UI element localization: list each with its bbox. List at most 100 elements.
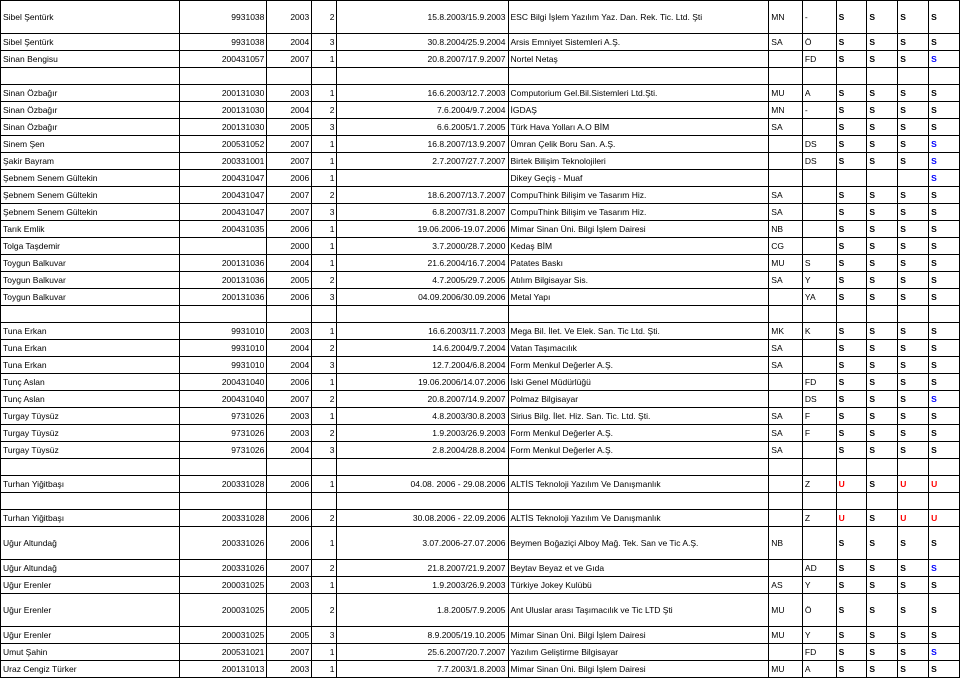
table-row: Sinan Özbağır2001310302003116.6.2003/12.… — [1, 85, 960, 102]
cell: 200531052 — [180, 136, 267, 153]
empty-cell — [1, 306, 180, 323]
empty-cell — [180, 459, 267, 476]
cell: 2004 — [267, 255, 312, 272]
cell: S — [898, 1, 929, 34]
cell: 1 — [312, 136, 337, 153]
cell: S — [836, 594, 867, 627]
cell: 4.8.2003/30.8.2003 — [337, 408, 508, 425]
cell: S — [929, 594, 960, 627]
cell: 2006 — [267, 527, 312, 560]
cell: 1 — [312, 661, 337, 678]
table-row: Tunç Aslan2004310402007220.8.2007/14.9.2… — [1, 391, 960, 408]
cell: 200031025 — [180, 594, 267, 627]
empty-cell — [836, 306, 867, 323]
cell: S — [867, 644, 898, 661]
cell: 9931010 — [180, 340, 267, 357]
cell: S — [929, 374, 960, 391]
cell: 30.8.2004/25.9.2004 — [337, 34, 508, 51]
cell: 2 — [312, 1, 337, 34]
cell: 2007 — [267, 204, 312, 221]
cell: S — [836, 357, 867, 374]
cell: Umut Şahin — [1, 644, 180, 661]
cell: S — [929, 85, 960, 102]
cell — [769, 289, 803, 306]
cell: SA — [769, 187, 803, 204]
cell: MU — [769, 594, 803, 627]
cell: 2007 — [267, 187, 312, 204]
cell: Form Menkul Değerler A.Ş. — [508, 442, 769, 459]
cell: S — [898, 408, 929, 425]
cell: 1 — [312, 85, 337, 102]
cell: 9931010 — [180, 357, 267, 374]
cell: AD — [802, 560, 836, 577]
table-row: Uğur Erenler200031025200521.8.2005/7.9.2… — [1, 594, 960, 627]
cell: 200031025 — [180, 627, 267, 644]
cell: 200431035 — [180, 221, 267, 238]
cell: Turgay Tüysüz — [1, 408, 180, 425]
table-row: Şebnem Senem Gültekin200431047200736.8.2… — [1, 204, 960, 221]
cell: ESC Bilgi İşlem Yazılım Yaz. Dan. Rek. T… — [508, 1, 769, 34]
cell: S — [836, 577, 867, 594]
cell: Sinem Şen — [1, 136, 180, 153]
cell — [898, 170, 929, 187]
cell: 2006 — [267, 476, 312, 493]
cell: S — [929, 170, 960, 187]
cell: 2005 — [267, 119, 312, 136]
cell: 30.08.2006 - 22.09.2006 — [337, 510, 508, 527]
cell: S — [867, 374, 898, 391]
cell: 19.06.2006-19.07.2006 — [337, 221, 508, 238]
cell: 7.6.2004/9.7.2004 — [337, 102, 508, 119]
cell: MU — [769, 627, 803, 644]
cell: FD — [802, 644, 836, 661]
cell: 3.7.2000/28.7.2000 — [337, 238, 508, 255]
cell: S — [836, 560, 867, 577]
table-row: Tunç Aslan2004310402006119.06.2006/14.07… — [1, 374, 960, 391]
cell: S — [929, 323, 960, 340]
cell: S — [898, 204, 929, 221]
cell: 2007 — [267, 51, 312, 68]
cell: 3 — [312, 204, 337, 221]
cell: 1 — [312, 374, 337, 391]
cell: 19.06.2006/14.07.2006 — [337, 374, 508, 391]
cell: 1 — [312, 153, 337, 170]
cell: 8.9.2005/19.10.2005 — [337, 627, 508, 644]
cell: S — [929, 644, 960, 661]
cell: Tunç Aslan — [1, 391, 180, 408]
table-row: Turhan Yiğitbaşı2003310282006230.08.2006… — [1, 510, 960, 527]
cell: 15.8.2003/15.9.2003 — [337, 1, 508, 34]
cell: 200331028 — [180, 476, 267, 493]
cell: Türkiye Jokey Kulübü — [508, 577, 769, 594]
cell: Şebnem Senem Gültekin — [1, 204, 180, 221]
cell: S — [836, 323, 867, 340]
cell: 2006 — [267, 374, 312, 391]
cell: 200131030 — [180, 119, 267, 136]
cell: S — [898, 119, 929, 136]
cell: Türk Hava Yolları A.O BİM — [508, 119, 769, 136]
cell: S — [836, 51, 867, 68]
cell: S — [867, 627, 898, 644]
cell: S — [836, 238, 867, 255]
cell: 2004 — [267, 357, 312, 374]
cell: Uğur Erenler — [1, 594, 180, 627]
cell: S — [898, 323, 929, 340]
table-row: Tuna Erkan99310102003116.6.2003/11.7.200… — [1, 323, 960, 340]
cell: SA — [769, 442, 803, 459]
cell: 1 — [312, 476, 337, 493]
empty-cell — [836, 493, 867, 510]
cell: S — [836, 340, 867, 357]
cell: Yazılım Geliştirme Bilgisayar — [508, 644, 769, 661]
cell: Y — [802, 272, 836, 289]
cell: 200131036 — [180, 255, 267, 272]
cell: 2005 — [267, 594, 312, 627]
cell — [769, 136, 803, 153]
cell: S — [898, 374, 929, 391]
cell: 2007 — [267, 136, 312, 153]
cell: FD — [802, 374, 836, 391]
table-row: Sinan Özbağır200131030200536.6.2005/1.7.… — [1, 119, 960, 136]
cell: 1 — [312, 644, 337, 661]
cell: 2004 — [267, 340, 312, 357]
cell: S — [898, 238, 929, 255]
cell: Nortel Netaş — [508, 51, 769, 68]
cell: SA — [769, 272, 803, 289]
cell — [802, 204, 836, 221]
